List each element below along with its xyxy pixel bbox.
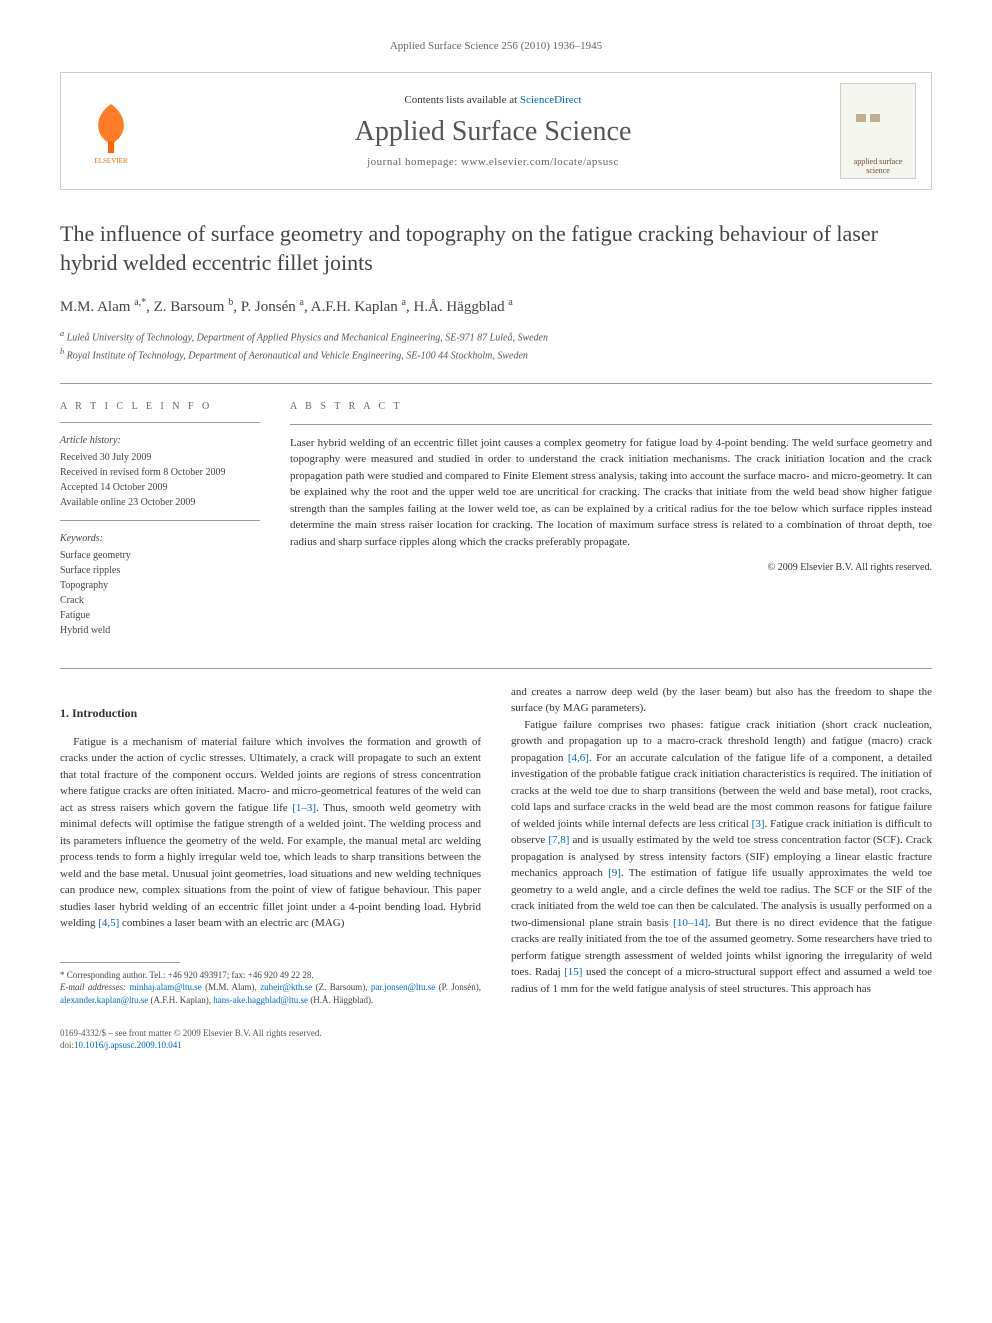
affiliation-b: b Royal Institute of Technology, Departm… — [60, 346, 932, 363]
email-link[interactable]: alexander.kaplan@ltu.se — [60, 995, 148, 1005]
elsevier-tree-icon: ELSEVIER — [81, 96, 141, 166]
divider-top — [60, 383, 932, 384]
cover-label: applied surface science — [843, 158, 913, 176]
publisher-logo-box: ELSEVIER — [76, 91, 146, 171]
footer-doi: doi:10.1016/j.apsusc.2009.10.041 — [60, 1039, 932, 1052]
keywords-label: Keywords: — [60, 531, 260, 546]
author-list: M.M. Alam a,*, Z. Barsoum b, P. Jonsén a… — [60, 297, 932, 316]
email-addresses: E-mail addresses: minhaj.alam@ltu.se (M.… — [60, 981, 481, 1006]
contents-prefix: Contents lists available at — [404, 94, 519, 106]
info-abstract-row: A R T I C L E I N F O Article history: R… — [60, 399, 932, 638]
history-item: Accepted 14 October 2009 — [60, 480, 260, 495]
keywords-list: Surface geometrySurface ripplesTopograph… — [60, 548, 260, 638]
info-rule-2 — [60, 520, 260, 521]
sciencedirect-link[interactable]: ScienceDirect — [520, 94, 582, 106]
article-info-col: A R T I C L E I N F O Article history: R… — [60, 399, 260, 638]
email-link[interactable]: hans-ake.haggblad@ltu.se — [213, 995, 308, 1005]
svg-text:ELSEVIER: ELSEVIER — [94, 157, 127, 165]
history-item: Received 30 July 2009 — [60, 450, 260, 465]
history-list: Received 30 July 2009Received in revised… — [60, 450, 260, 510]
article-title: The influence of surface geometry and to… — [60, 220, 932, 277]
page-root: Applied Surface Science 256 (2010) 1936–… — [0, 0, 992, 1092]
footer-line-1: 0169-4332/$ – see front matter © 2009 El… — [60, 1027, 932, 1040]
divider-bottom — [60, 668, 932, 669]
abstract-col: A B S T R A C T Laser hybrid welding of … — [290, 399, 932, 638]
abstract-rule — [290, 424, 932, 425]
history-item: Available online 23 October 2009 — [60, 495, 260, 510]
abstract-heading: A B S T R A C T — [290, 399, 932, 414]
ref-link[interactable]: [4,5] — [98, 917, 119, 929]
citation-text: Applied Surface Science 256 (2010) 1936–… — [390, 40, 602, 52]
running-header: Applied Surface Science 256 (2010) 1936–… — [60, 40, 932, 52]
journal-cover-thumb: applied surface science — [840, 83, 916, 179]
col1-para-1: Fatigue is a mechanism of material failu… — [60, 734, 481, 932]
body-col-right: and creates a narrow deep weld (by the l… — [511, 684, 932, 1007]
ref-link[interactable]: [1–3] — [292, 802, 316, 814]
page-footer: 0169-4332/$ – see front matter © 2009 El… — [60, 1027, 932, 1052]
footnotes: * Corresponding author. Tel.: +46 920 49… — [60, 969, 481, 1007]
keyword-item: Crack — [60, 593, 260, 608]
contents-line: Contents lists available at ScienceDirec… — [146, 94, 840, 106]
ref-link[interactable]: [10–14] — [673, 917, 708, 929]
body-columns: 1. Introduction Fatigue is a mechanism o… — [60, 684, 932, 1007]
banner-center: Contents lists available at ScienceDirec… — [146, 94, 840, 168]
history-label: Article history: — [60, 433, 260, 448]
email-link[interactable]: par.jonsen@ltu.se — [371, 982, 435, 992]
article-info-heading: A R T I C L E I N F O — [60, 399, 260, 414]
journal-name: Applied Surface Science — [146, 116, 840, 148]
ref-link[interactable]: [15] — [564, 966, 582, 978]
info-rule-1 — [60, 422, 260, 423]
ref-link[interactable]: [3] — [752, 818, 765, 830]
journal-homepage: journal homepage: www.elsevier.com/locat… — [146, 156, 840, 168]
col2-para-2: Fatigue failure comprises two phases: fa… — [511, 717, 932, 998]
keyword-item: Surface ripples — [60, 563, 260, 578]
col2-para-1: and creates a narrow deep weld (by the l… — [511, 684, 932, 717]
abstract-text: Laser hybrid welding of an eccentric fil… — [290, 435, 932, 551]
ref-link[interactable]: [4,6] — [568, 752, 589, 764]
body-col-left: 1. Introduction Fatigue is a mechanism o… — [60, 684, 481, 1007]
corresponding-author-note: * Corresponding author. Tel.: +46 920 49… — [60, 969, 481, 982]
email-link[interactable]: minhaj.alam@ltu.se — [129, 982, 201, 992]
history-item: Received in revised form 8 October 2009 — [60, 465, 260, 480]
email-link[interactable]: zuheir@kth.se — [260, 982, 312, 992]
ref-link[interactable]: [7,8] — [548, 834, 569, 846]
keyword-item: Surface geometry — [60, 548, 260, 563]
doi-link[interactable]: 10.1016/j.apsusc.2009.10.041 — [74, 1040, 182, 1050]
keyword-item: Topography — [60, 578, 260, 593]
footnote-separator — [60, 962, 180, 963]
cover-art-icon — [848, 108, 908, 158]
affiliations: a Luleå University of Technology, Depart… — [60, 328, 932, 363]
abstract-copyright: © 2009 Elsevier B.V. All rights reserved… — [290, 560, 932, 575]
ref-link[interactable]: [9] — [608, 867, 621, 879]
journal-banner: ELSEVIER Contents lists available at Sci… — [60, 72, 932, 190]
section-1-heading: 1. Introduction — [60, 704, 481, 722]
keyword-item: Hybrid weld — [60, 623, 260, 638]
affiliation-a: a Luleå University of Technology, Depart… — [60, 328, 932, 345]
keyword-item: Fatigue — [60, 608, 260, 623]
